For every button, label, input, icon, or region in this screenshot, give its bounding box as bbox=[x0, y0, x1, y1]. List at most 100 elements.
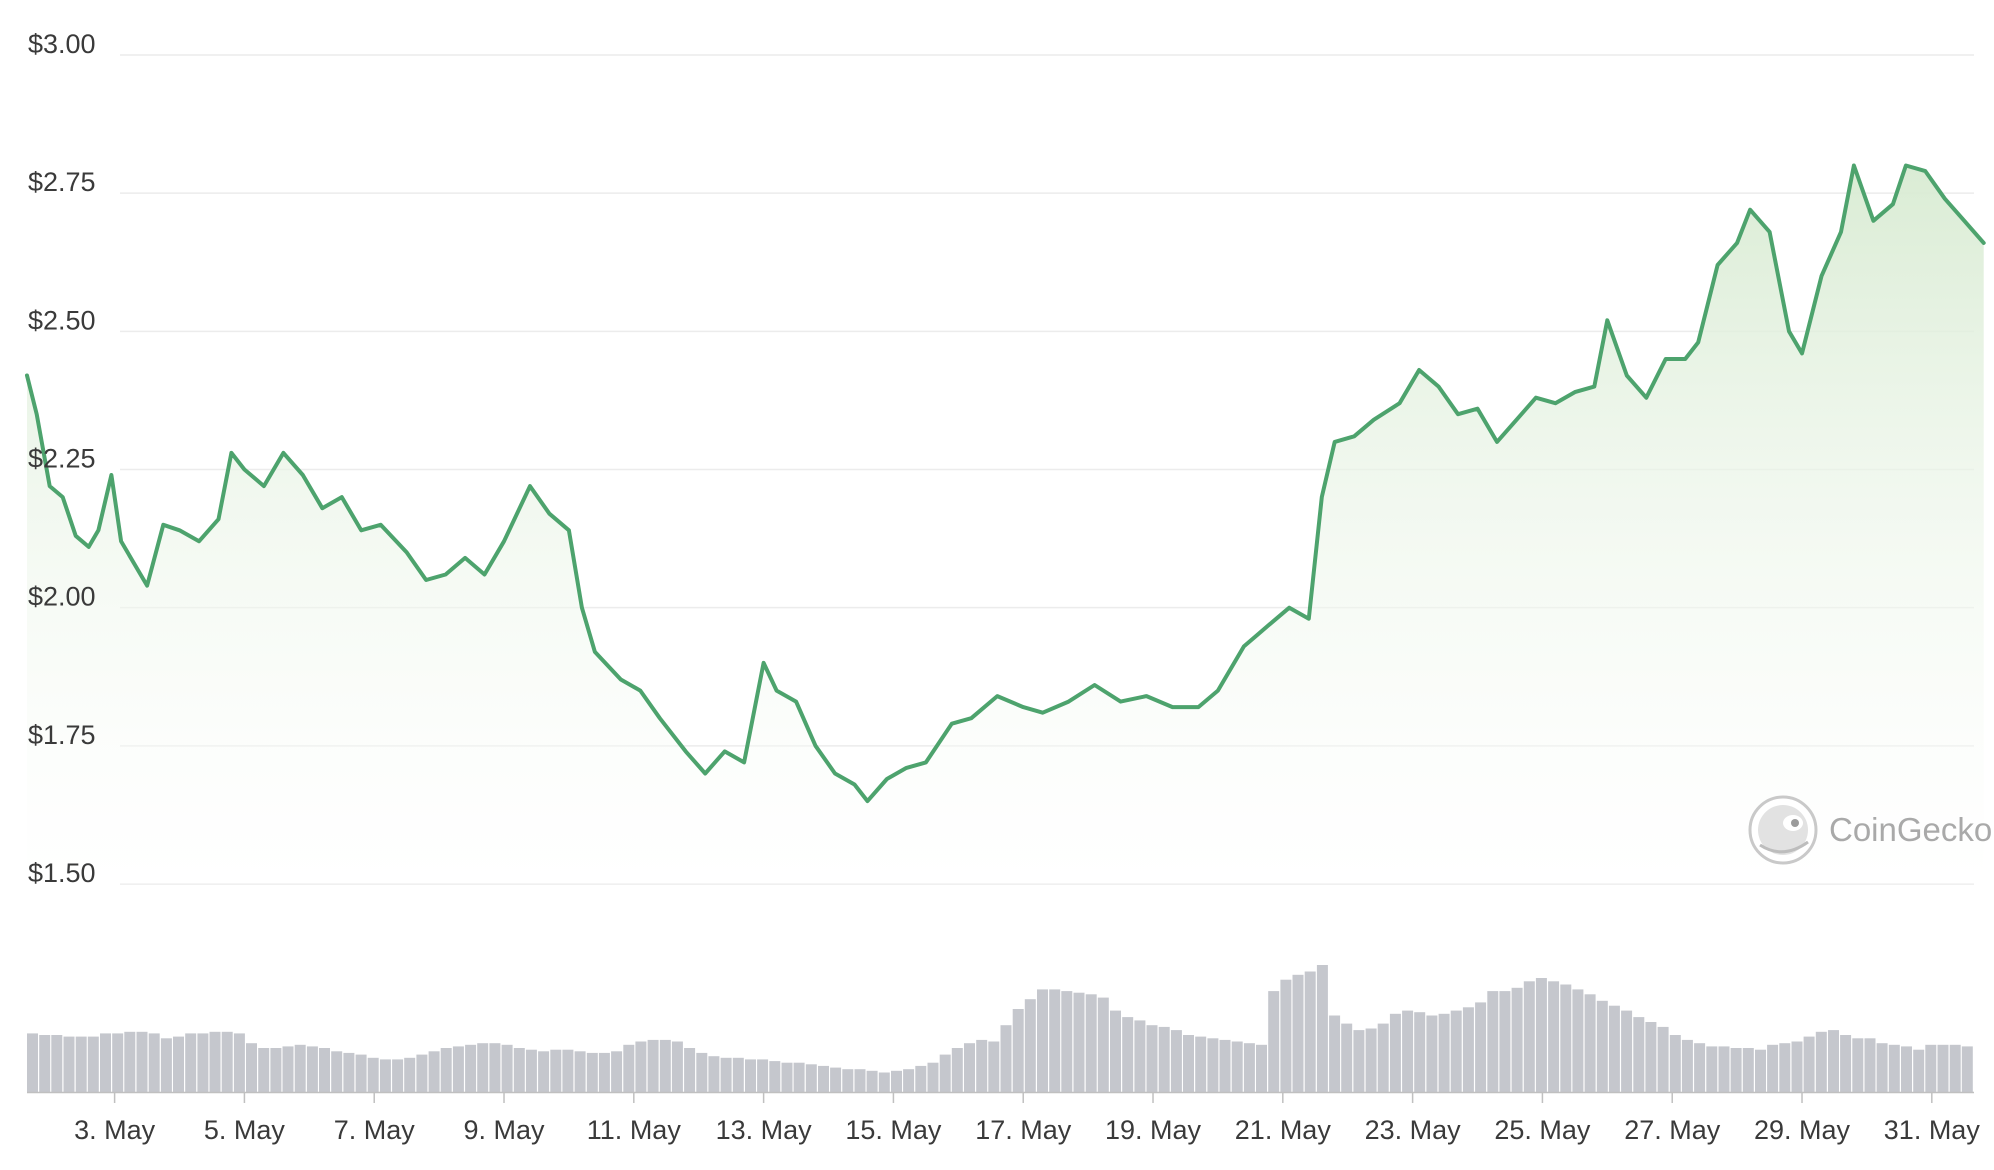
volume-bar bbox=[1523, 981, 1535, 1092]
x-tick-label: 29. May bbox=[1754, 1115, 1851, 1145]
volume-bar bbox=[75, 1036, 87, 1092]
volume-bar bbox=[1718, 1046, 1730, 1092]
volume-bar bbox=[1791, 1041, 1803, 1092]
x-tick-label: 31. May bbox=[1884, 1115, 1981, 1145]
volume-bar bbox=[1840, 1035, 1852, 1092]
volume-bar bbox=[1146, 1025, 1158, 1092]
volume-bar bbox=[805, 1064, 817, 1092]
volume-bar bbox=[684, 1048, 696, 1092]
volume-bar bbox=[1414, 1012, 1426, 1092]
y-tick-label: $2.25 bbox=[28, 444, 96, 474]
volume-bar bbox=[1730, 1048, 1742, 1092]
x-tick-label: 5. May bbox=[204, 1115, 286, 1145]
volume-bar bbox=[1694, 1043, 1706, 1092]
x-tick-label: 23. May bbox=[1365, 1115, 1462, 1145]
volume-bar bbox=[842, 1069, 854, 1092]
volume-bar bbox=[1876, 1043, 1888, 1092]
volume-bar bbox=[708, 1056, 720, 1092]
volume-bar bbox=[355, 1054, 367, 1092]
volume-bar bbox=[1450, 1010, 1462, 1092]
volume-bar bbox=[39, 1035, 51, 1092]
y-tick-label: $2.00 bbox=[28, 582, 96, 612]
volume-bar bbox=[173, 1036, 184, 1092]
volume-bar bbox=[282, 1046, 294, 1092]
volume-bar bbox=[100, 1033, 111, 1092]
volume-bar bbox=[1365, 1028, 1377, 1092]
volume-bar bbox=[1292, 974, 1304, 1092]
volume-bar bbox=[781, 1062, 793, 1092]
volume-bar bbox=[136, 1031, 148, 1092]
volume-bar bbox=[1000, 1025, 1012, 1092]
volume-bar bbox=[951, 1048, 963, 1092]
watermark: CoinGecko bbox=[1748, 795, 1992, 865]
volume-bar bbox=[1231, 1041, 1243, 1092]
volume-bar bbox=[1377, 1023, 1389, 1092]
volume-bar bbox=[1110, 1010, 1121, 1092]
volume-bar bbox=[1901, 1046, 1912, 1092]
volume-bar bbox=[745, 1059, 756, 1092]
volume-bar bbox=[1535, 978, 1547, 1092]
volume-bar bbox=[1122, 1017, 1134, 1092]
volume-bar bbox=[416, 1054, 428, 1092]
volume-bar bbox=[1389, 1013, 1401, 1092]
volume-bar bbox=[185, 1033, 197, 1092]
volume-bar bbox=[319, 1048, 330, 1092]
volume-bar bbox=[830, 1067, 842, 1092]
price-line bbox=[25, 163, 1986, 804]
volume-bar bbox=[1304, 971, 1316, 1092]
volume-bar bbox=[574, 1051, 586, 1092]
volume-bar bbox=[598, 1052, 610, 1092]
volume-bar bbox=[1803, 1036, 1815, 1092]
volume-bars bbox=[27, 965, 1973, 1092]
volume-bar bbox=[1572, 989, 1584, 1092]
volume-bar bbox=[1049, 989, 1061, 1092]
volume-bar bbox=[769, 1061, 781, 1092]
x-tick-label: 25. May bbox=[1494, 1115, 1591, 1145]
volume-bar bbox=[1061, 991, 1073, 1092]
volume-bar bbox=[1608, 1005, 1620, 1092]
volume-bar bbox=[1888, 1044, 1900, 1092]
volume-bar bbox=[513, 1048, 525, 1092]
volume-bar bbox=[1548, 981, 1560, 1092]
volume-bar bbox=[270, 1048, 282, 1092]
x-tick-label: 9. May bbox=[463, 1115, 545, 1145]
volume-bar bbox=[1402, 1010, 1414, 1092]
volume-bar bbox=[1596, 1000, 1608, 1092]
volume-bar bbox=[1681, 1039, 1693, 1092]
volume-bar bbox=[623, 1044, 635, 1092]
volume-bar bbox=[1158, 1026, 1170, 1092]
x-tick-label: 15. May bbox=[845, 1115, 942, 1145]
volume-bar bbox=[148, 1033, 160, 1092]
volume-bar bbox=[440, 1048, 452, 1092]
volume-bar bbox=[124, 1031, 136, 1092]
volume-bar bbox=[1779, 1043, 1791, 1092]
volume-bar bbox=[1134, 1020, 1146, 1092]
volume-bar bbox=[550, 1049, 562, 1092]
volume-bar bbox=[367, 1057, 379, 1092]
volume-bar bbox=[465, 1044, 477, 1092]
volume-bar bbox=[866, 1070, 878, 1092]
volume-bar bbox=[927, 1062, 939, 1092]
volume-bar bbox=[331, 1051, 343, 1092]
volume-bar bbox=[1487, 991, 1499, 1092]
volume-bar bbox=[1097, 997, 1109, 1092]
volume-bar bbox=[915, 1065, 927, 1092]
x-tick-label: 11. May bbox=[587, 1115, 682, 1145]
volume-bar bbox=[27, 1033, 38, 1092]
volume-bar bbox=[246, 1043, 257, 1092]
volume-bar bbox=[1207, 1038, 1219, 1092]
volume-bar bbox=[233, 1033, 245, 1092]
volume-bar bbox=[757, 1059, 769, 1092]
volume-bar bbox=[1657, 1026, 1669, 1092]
volume-bar bbox=[404, 1057, 416, 1092]
volume-bar bbox=[379, 1059, 391, 1092]
volume-bar bbox=[1621, 1010, 1633, 1092]
volume-bar bbox=[209, 1031, 221, 1092]
volume-bar bbox=[112, 1033, 124, 1092]
volume-bar bbox=[732, 1057, 744, 1092]
volume-bar bbox=[854, 1069, 866, 1092]
volume-bar bbox=[1755, 1049, 1766, 1092]
volume-bar bbox=[818, 1065, 829, 1092]
volume-bar bbox=[1195, 1036, 1207, 1092]
volume-bar bbox=[1475, 1002, 1487, 1092]
